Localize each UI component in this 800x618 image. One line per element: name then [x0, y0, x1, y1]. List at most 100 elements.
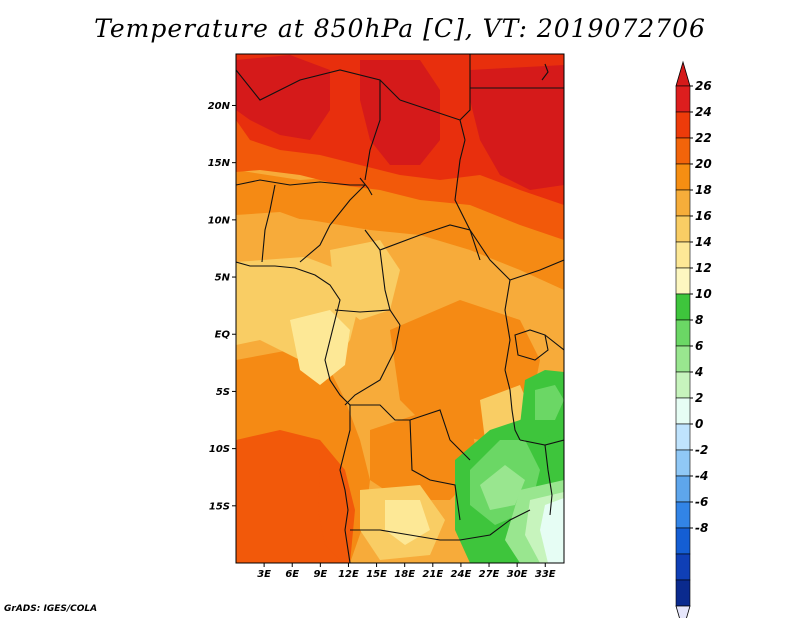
border-angola-zambia: [409, 419, 461, 521]
colorbar-swatch: [675, 397, 691, 425]
lat-tick-label: 5N: [215, 273, 231, 284]
lon-tick-label: 15E: [366, 569, 387, 580]
political-boundaries: [236, 54, 564, 563]
colorbar-swatch: [675, 137, 691, 165]
border-car-sudan: [379, 224, 511, 281]
colorbar-tick-label: 26: [695, 79, 712, 93]
lon-tick-label: 30E: [507, 569, 528, 580]
border-mali-niger: [236, 179, 365, 186]
lon-tick-label: 12E: [338, 569, 359, 580]
field-katanga-warm: [370, 410, 480, 500]
colorbar-swatch: [675, 189, 691, 217]
colorbar-tick-label: 18: [695, 183, 712, 197]
colorbar-tick-label: 10: [695, 287, 712, 301]
grads-credit: GrADS: IGES/COLA: [4, 604, 98, 614]
colorbar-tick-label: 4: [694, 365, 703, 379]
river-nile: [541, 63, 549, 81]
field-zambia-green-pale: [480, 465, 525, 510]
colorbar-swatch: [675, 319, 691, 347]
colorbar-tick-label: -2: [695, 443, 708, 457]
field-angola-coast-hot: [318, 470, 348, 560]
colorbar-tick-label: -4: [695, 469, 708, 483]
lat-tick-label: 10S: [209, 444, 230, 455]
border-chad-sudan: [454, 139, 481, 261]
colorbar-under-triangle: [675, 605, 691, 618]
colorbar-swatch: [675, 111, 691, 139]
field-mozambique-coolest: [540, 498, 564, 563]
lon-tick-label: 6E: [285, 569, 299, 580]
border-congo-drc: [344, 324, 401, 406]
colorbar-tick-label: 22: [695, 131, 712, 145]
colorbar-swatch: [675, 85, 691, 113]
chart-title: Temperature at 850hPa [C], VT: 201907270…: [94, 14, 706, 43]
latitude-axis: 20N 15N 10N 5N EQ 5S 10S 15S: [208, 101, 236, 512]
colorbar-tick-label: 16: [695, 209, 712, 223]
border-kenya-tanzania: [544, 334, 564, 351]
colorbar-swatch: [675, 449, 691, 477]
border-angola-namibia: [350, 529, 460, 541]
border-nigeria-cameroon: [299, 184, 366, 263]
lat-tick-label: 15N: [208, 158, 231, 169]
border-cameroon-car: [364, 229, 391, 311]
lon-tick-label: 9E: [313, 569, 327, 580]
lon-tick-label: 3E: [257, 569, 271, 580]
colorbar-swatch: [675, 241, 691, 269]
map-frame: [235, 53, 565, 564]
field-nigeria-warm: [236, 212, 330, 262]
border-tanzania-mozambique: [519, 439, 564, 446]
colorbar-tick-label: -6: [695, 495, 708, 509]
lake-malawi-outline: [544, 444, 553, 516]
colorbar-tick-label: 14: [695, 235, 712, 249]
colorbar-tick-label: 0: [695, 417, 703, 431]
border-drc-uganda: [504, 279, 511, 371]
colorbar-swatch: [675, 475, 691, 503]
colorbar-swatch: [675, 579, 691, 607]
colorbar-swatch: [675, 215, 691, 243]
colorbar-swatch: [675, 501, 691, 529]
colorbar-swatch: [675, 423, 691, 451]
longitude-axis: 3E 6E 9E 12E 15E 18E 21E 24E 27E 30E 33E: [257, 563, 556, 580]
field-niger-hotspot: [236, 55, 330, 140]
colorbar-swatch: [675, 293, 691, 321]
lon-tick-label: 27E: [479, 569, 500, 580]
colorbar-swatch: [675, 371, 691, 399]
colorbar-swatch: [675, 553, 691, 581]
border-algeria-niger: [236, 69, 401, 101]
lake-tanganyika-outline: [504, 369, 521, 441]
colorbar-tick-label: 8: [695, 313, 703, 327]
colorbar-swatch: [675, 527, 691, 555]
temperature-field: [236, 54, 564, 563]
border-cameroon-congo: [334, 309, 401, 326]
lat-tick-label: 5S: [216, 387, 230, 398]
lon-tick-label: 33E: [535, 569, 556, 580]
border-niger-chad: [364, 80, 381, 181]
field-sudan-hotspot: [470, 65, 564, 190]
lat-tick-label: 20N: [208, 101, 231, 112]
colorbar-swatch: [675, 267, 691, 295]
lat-tick-label: 10N: [208, 215, 231, 226]
border-zambia-zimbabwe: [459, 509, 531, 541]
colorbar-swatch: [675, 163, 691, 191]
colorbar-tick-label: 12: [695, 261, 712, 275]
lat-tick-label: EQ: [215, 330, 231, 341]
field-kivu-green: [535, 385, 564, 420]
lake-victoria-outline: [514, 329, 549, 361]
border-niger-nigeria: [261, 184, 276, 263]
border-south-sudan-kenya: [509, 259, 564, 281]
coastline-west-africa: [236, 261, 351, 563]
lon-tick-label: 21E: [422, 569, 443, 580]
colorbar-over-triangle: [675, 60, 691, 87]
field-namibia-cooler: [385, 500, 430, 545]
lat-tick-label: 15S: [209, 501, 230, 512]
colorbar-tick-label: 6: [695, 339, 703, 353]
colorbar-tick-label: 24: [695, 105, 712, 119]
field-gabon-cooler: [290, 310, 350, 385]
colorbar-tick-label: 2: [695, 391, 703, 405]
lon-tick-label: 24E: [451, 569, 472, 580]
colorbar-swatch: [675, 345, 691, 373]
field-cameroon-cool: [330, 240, 400, 320]
colorbar-tick-label: 20: [695, 157, 712, 171]
lon-tick-label: 18E: [394, 569, 415, 580]
